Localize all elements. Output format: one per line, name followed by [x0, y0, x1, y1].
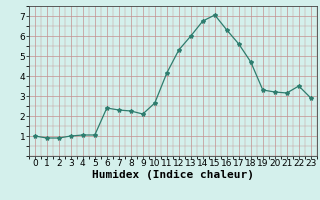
X-axis label: Humidex (Indice chaleur): Humidex (Indice chaleur)	[92, 170, 254, 180]
